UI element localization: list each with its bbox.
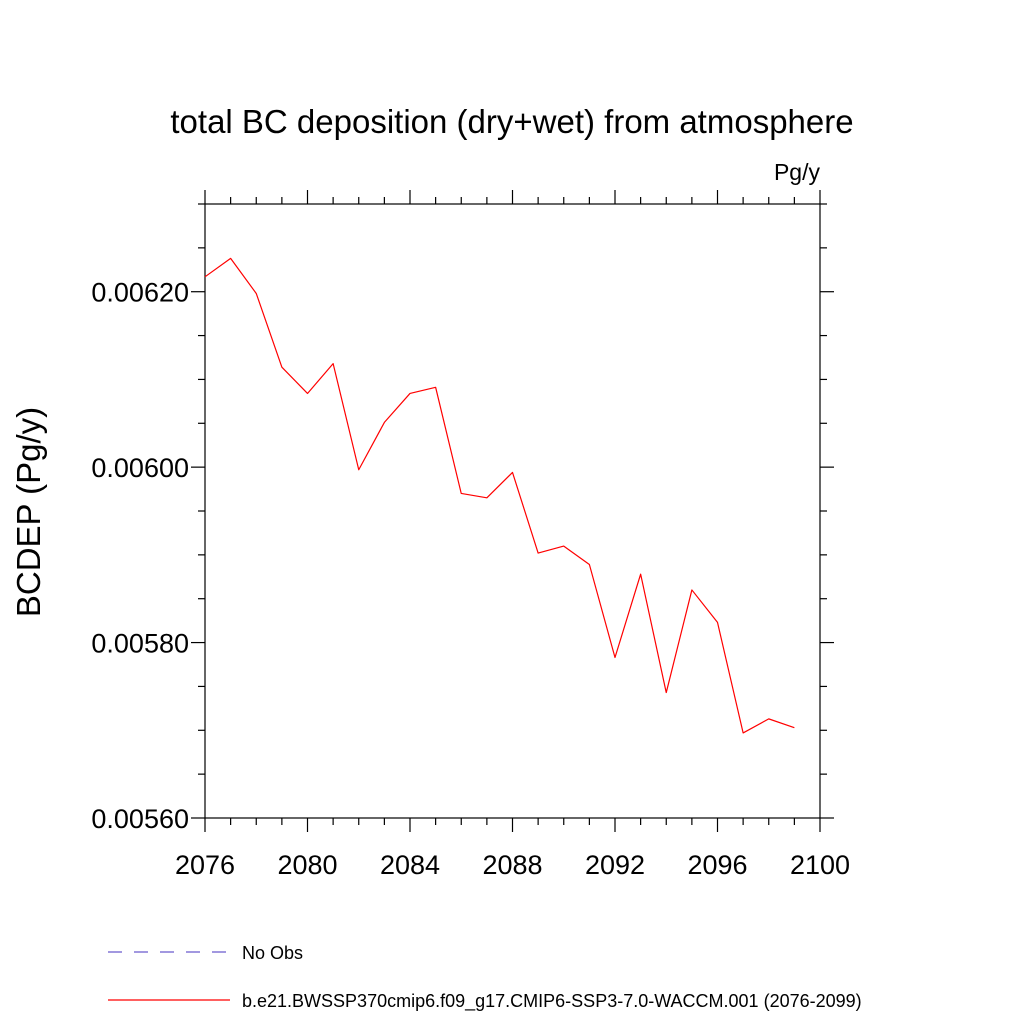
x-tick-label: 2088 [482,850,542,880]
data-point [794,727,795,728]
x-tick-label: 2092 [585,850,645,880]
legend-label: b.e21.BWSSP370cmip6.f09_g17.CMIP6-SSP3-7… [242,991,862,1012]
data-point [333,363,334,364]
data-point [589,564,590,565]
data-point [717,622,718,623]
data-point [512,472,513,473]
data-point [743,732,744,733]
y-tick-label: 0.00620 [91,278,189,308]
data-point [691,589,692,590]
data-point [281,367,282,368]
chart-title: total BC deposition (dry+wet) from atmos… [170,103,853,140]
data-point [409,393,410,394]
x-tick-label: 2076 [175,850,235,880]
data-point [358,469,359,470]
y-tick-label: 0.00600 [91,453,189,483]
y-tick-label: 0.00560 [91,804,189,834]
x-tick-label: 2084 [380,850,440,880]
data-point [384,422,385,423]
data-point [461,493,462,494]
data-point [307,393,308,394]
y-tick-label: 0.00580 [91,629,189,659]
data-point [640,574,641,575]
data-point [204,276,205,277]
legend: No Obs b.e21.BWSSP370cmip6.f09_g17.CMIP6-… [108,943,862,1012]
data-point [230,258,231,259]
plot-area: 2076 2080 2084 2088 2092 2096 2100 0.00560 0.005… [91,190,850,880]
data-point [538,553,539,554]
data-point [435,387,436,388]
data-point [486,497,487,498]
data-point [614,657,615,658]
data-point [563,545,564,546]
data-point [666,692,667,693]
x-tick-label: 2080 [277,850,337,880]
data-point [256,293,257,294]
data-point [768,718,769,719]
units-label: Pg/y [774,159,821,185]
y-axis-label: BCDEP (Pg/y) [10,407,47,617]
x-tick-label: 2100 [790,850,850,880]
legend-label: No Obs [242,943,303,963]
series-line [204,257,795,734]
x-tick-label: 2096 [687,850,747,880]
